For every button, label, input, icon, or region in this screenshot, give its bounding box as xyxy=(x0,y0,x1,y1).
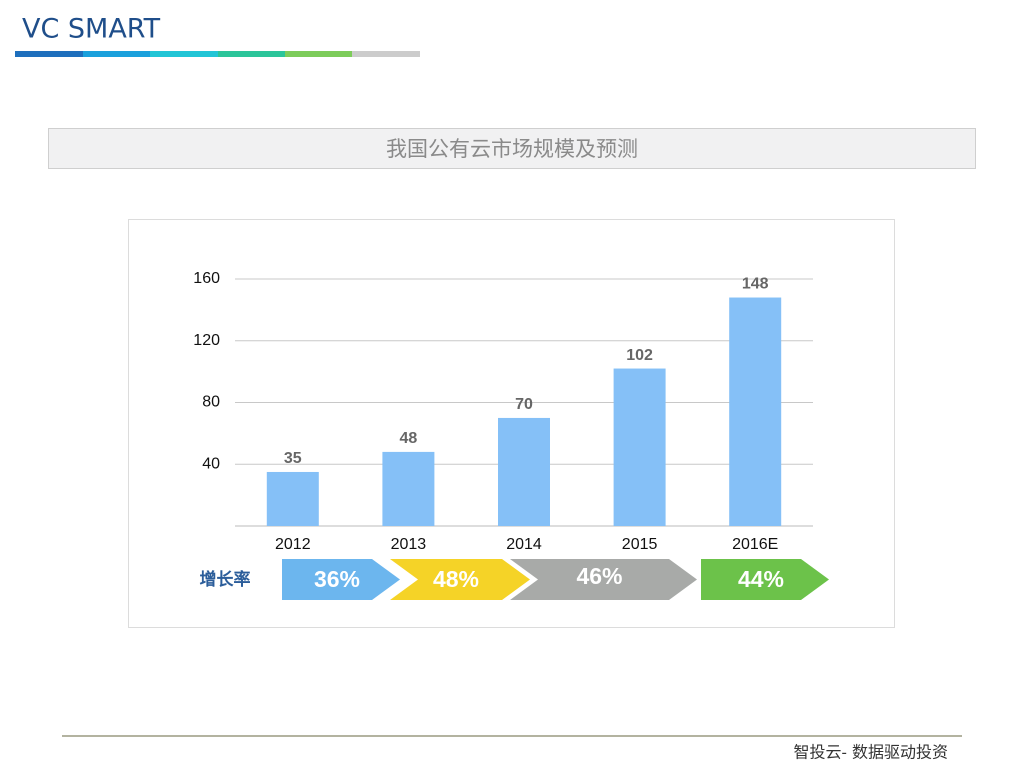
x-tick-label: 2012 xyxy=(275,536,311,553)
footer: 智投云- 数据驱动投资 xyxy=(794,743,949,762)
section-title: 我国公有云市场规模及预测 xyxy=(386,137,638,161)
growth-value-label: 48% xyxy=(433,566,479,592)
stripe xyxy=(83,51,150,57)
value-label: 35 xyxy=(284,450,302,467)
y-tick-label: 160 xyxy=(193,270,220,287)
stripe xyxy=(218,51,285,57)
stripe xyxy=(352,51,420,57)
growth-arrow xyxy=(510,559,697,600)
value-label: 102 xyxy=(626,347,653,364)
growth-value-label: 44% xyxy=(738,566,784,592)
growth-arrow xyxy=(390,559,530,600)
x-tick-label: 2014 xyxy=(506,536,542,553)
y-tick-label: 40 xyxy=(202,455,220,472)
y-tick-label: 120 xyxy=(193,332,220,349)
bar xyxy=(613,368,666,526)
section-bar xyxy=(48,128,976,169)
growth-arrow xyxy=(282,559,400,600)
header-title: VC SMART xyxy=(22,14,161,45)
stripe xyxy=(150,51,218,57)
bar xyxy=(498,417,550,526)
y-tick-label: 80 xyxy=(202,394,220,411)
x-tick-label: 2016E xyxy=(732,536,778,553)
value-label: 148 xyxy=(742,276,769,293)
growth-arrow xyxy=(701,559,829,600)
stripe xyxy=(15,51,83,57)
value-label: 48 xyxy=(400,430,418,447)
growth-value-label: 36% xyxy=(314,566,360,592)
stripe xyxy=(285,51,352,57)
value-label: 70 xyxy=(515,396,533,413)
bar xyxy=(729,297,782,526)
growth-label: 增长率 xyxy=(200,569,251,590)
x-tick-label: 2013 xyxy=(391,536,427,553)
bar xyxy=(266,471,319,526)
x-tick-label: 2015 xyxy=(622,536,658,553)
bar xyxy=(382,451,435,526)
growth-value-label: 46% xyxy=(576,563,622,589)
